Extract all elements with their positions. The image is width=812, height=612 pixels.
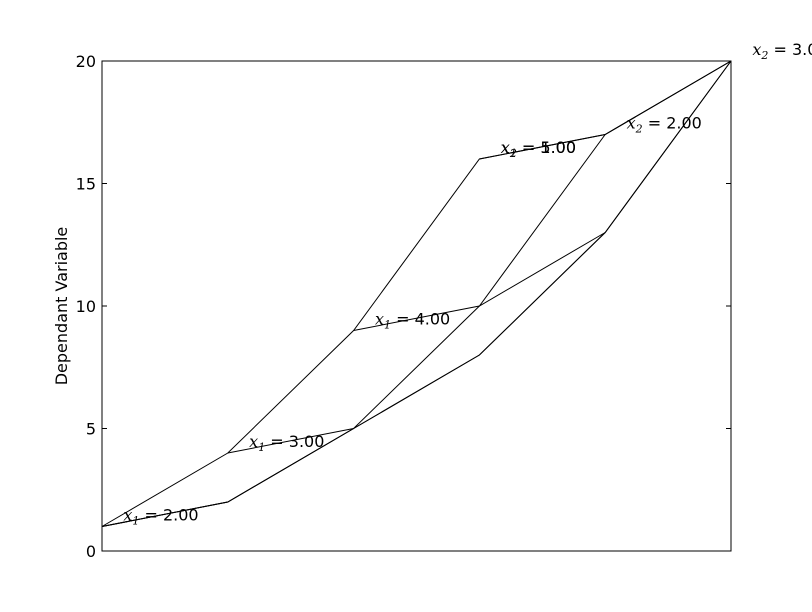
series-line-9 bbox=[604, 60, 732, 135]
annotation-label: x2 = 2.00 bbox=[627, 114, 702, 136]
y-tick-label: 15 bbox=[76, 175, 96, 194]
annotation-label: x1 = 5.00 bbox=[501, 138, 576, 160]
annotation-label: x1 = 2.00 bbox=[123, 506, 198, 528]
y-tick-label: 20 bbox=[76, 52, 96, 71]
series-line-5 bbox=[101, 501, 228, 527]
series-line-8 bbox=[479, 134, 606, 160]
y-tick-label: 5 bbox=[86, 420, 96, 439]
annotation-label: x1 = 4.00 bbox=[375, 310, 450, 332]
series-line-7 bbox=[353, 232, 606, 331]
series-line-4 bbox=[227, 60, 732, 503]
annotation-label: x1 = 3.00 bbox=[249, 432, 324, 454]
y-tick-label: 10 bbox=[76, 297, 96, 316]
annotation-label: x2 = 1.00 bbox=[501, 138, 576, 160]
y-axis: 0 5 10 15 20 bbox=[76, 52, 731, 561]
y-axis-title: Dependant Variable bbox=[52, 227, 71, 386]
series-layer bbox=[101, 60, 732, 527]
annotation-label: x2 = 3.00 bbox=[752, 40, 812, 62]
series-line-6 bbox=[227, 428, 354, 454]
y-tick-label: 0 bbox=[86, 542, 96, 561]
